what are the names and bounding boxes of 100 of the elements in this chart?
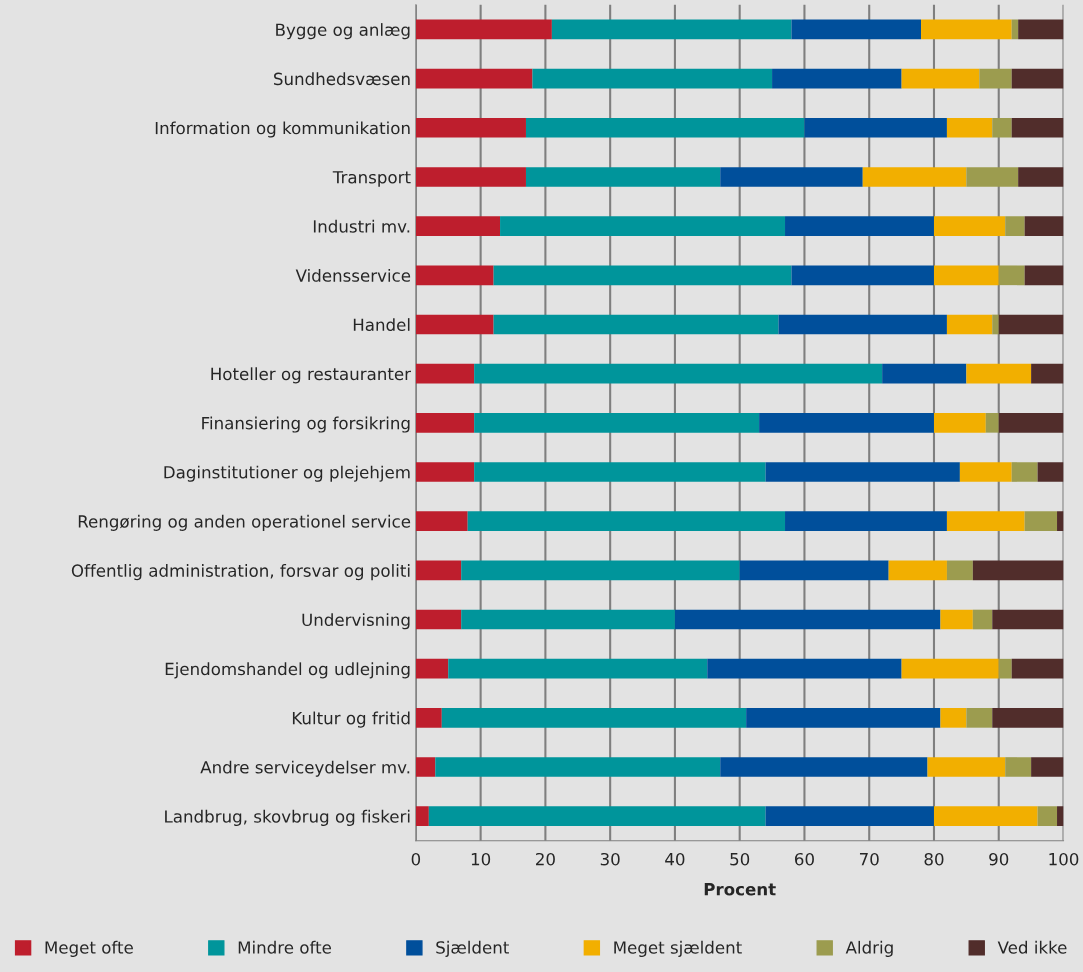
bar [772,68,902,89]
bar [785,511,947,531]
x-tick-label: 0 [411,852,421,866]
bar [998,412,1064,433]
bar [415,167,526,187]
legend-label: Ved ikke [997,940,1067,954]
legend-label: Mindre ofte [238,940,331,954]
bar [946,511,1025,531]
bar [1018,19,1064,40]
x-tick-label: 30 [600,852,620,866]
bar [551,19,792,40]
bar [415,658,449,679]
bar [1037,806,1058,827]
bar [415,708,442,728]
bar [720,757,928,777]
bar [946,560,973,581]
bar [1011,658,1064,679]
bar [415,560,462,581]
bar [1024,216,1064,236]
bar [888,560,947,581]
bar [1011,19,1019,40]
bar [474,363,883,384]
bar [933,806,1038,827]
bar [461,560,740,581]
bar [966,708,993,728]
x-tick-label: 10 [471,852,491,866]
bar [500,216,786,236]
bar [1057,806,1064,827]
bar [1005,216,1025,236]
bar [998,658,1012,679]
bar [415,757,436,777]
bar [415,609,462,630]
bar [901,68,980,89]
bar [415,216,501,236]
bar [415,462,475,482]
bar [940,708,967,728]
y-tick-label: Transport [332,171,411,187]
bar [739,560,889,581]
bar [1037,462,1064,482]
x-tick-label: 80 [924,852,944,866]
bar [1011,117,1064,138]
bar [992,117,1012,138]
bar [415,314,494,335]
legend-label: Sjældent [436,940,509,957]
bar [1005,757,1032,777]
y-tick-label: Undervisning [302,613,410,630]
bar [525,117,805,138]
bar [778,314,947,335]
bar [493,314,779,335]
x-axis-title: Procent [704,883,776,896]
y-tick-label: Daginstitutioner og plejehjem [164,465,410,482]
y-tick-label: Sundhedsvæsen [274,72,410,86]
bar [435,757,721,777]
bar [707,658,902,679]
y-tick-label: Kultur og fritid [292,711,410,728]
x-tick-label: 40 [665,852,685,866]
y-tick-label: Hoteller og restauranter [211,367,412,384]
bar [921,19,1012,40]
bar [746,708,941,728]
bar [765,462,960,482]
x-tick-label: 100 [1049,852,1079,866]
bar [985,412,999,433]
y-tick-label: Rengøring og anden operationel service [78,514,411,531]
bar [933,216,1006,236]
bar [1057,511,1064,531]
x-tick-label: 90 [989,852,1009,866]
bar [933,265,999,286]
y-tick-label: Finansiering og forsikring [202,416,410,433]
bar [804,117,947,138]
bar [1024,265,1064,286]
bar [1031,363,1064,384]
bar [966,363,1032,384]
legend-label: Meget ofte [45,940,133,957]
bar [791,265,934,286]
legend-label: Aldrig [845,940,893,957]
bar [972,560,1064,581]
bar [998,265,1025,286]
y-tick-label: Ejendomshandel og udlejning [165,662,410,679]
bar [862,167,967,187]
bar [467,511,786,531]
bar [979,68,1012,89]
bar [1024,511,1058,531]
bar [998,314,1064,335]
bar [1011,68,1064,89]
bar [933,412,986,433]
bar [428,806,766,827]
bar [415,412,475,433]
bar [415,806,429,827]
bar [972,609,993,630]
bar [674,609,941,630]
y-tick-label: Industri mv. [313,219,410,233]
y-tick-label: Andre serviceydelser mv. [200,760,410,777]
bar [946,314,993,335]
x-tick-label: 60 [795,852,814,866]
bar [474,412,760,433]
x-tick-label: 70 [859,852,879,866]
bar [1018,167,1064,187]
bar [415,265,494,286]
y-tick-label: Vidensservice [295,268,411,282]
bar [525,167,721,187]
